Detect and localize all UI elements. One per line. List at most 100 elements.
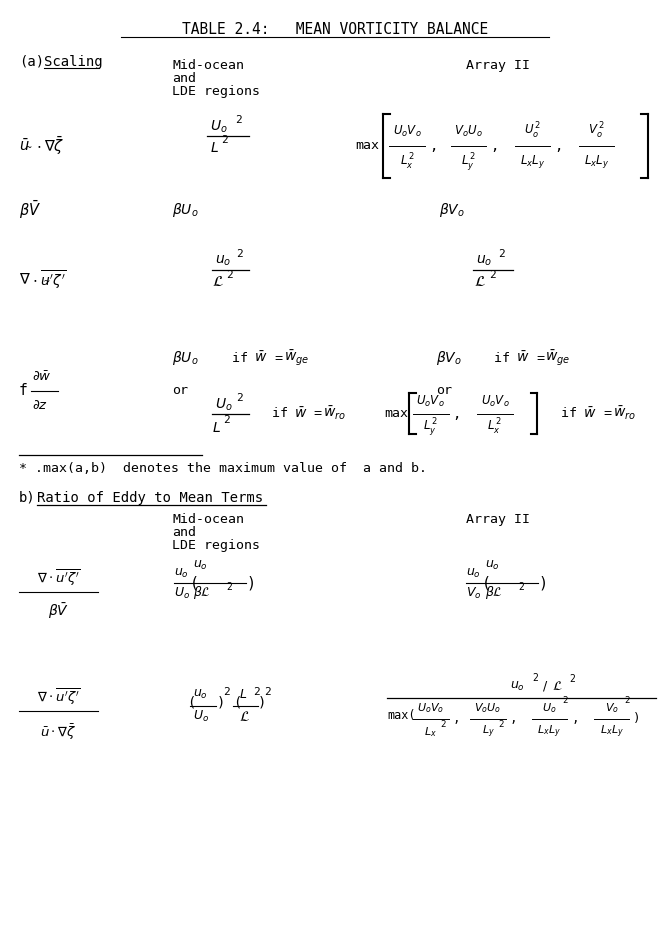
Text: $u_o$: $u_o$: [511, 680, 525, 693]
Text: b): b): [19, 491, 36, 505]
Text: $u_o$: $u_o$: [466, 566, 481, 580]
Text: $L$: $L$: [239, 687, 247, 701]
Text: * .max(a,b)  denotes the maximum value of  a and b.: * .max(a,b) denotes the maximum value of…: [19, 462, 427, 474]
Text: 2: 2: [489, 269, 496, 280]
Text: $\bar{w}$: $\bar{w}$: [583, 407, 596, 421]
Text: $L_y^{\,2}$: $L_y^{\,2}$: [423, 416, 438, 439]
Text: $\mathcal{L}$: $\mathcal{L}$: [552, 680, 563, 693]
Text: or: or: [436, 385, 452, 397]
Text: $U_o$: $U_o$: [174, 585, 190, 601]
Text: $V_o$: $V_o$: [466, 585, 482, 601]
Text: $\nabla$: $\nabla$: [19, 272, 31, 288]
Text: $\bar{u}\cdot\nabla\bar{\zeta}$: $\bar{u}\cdot\nabla\bar{\zeta}$: [40, 722, 76, 742]
Text: ,: ,: [554, 139, 563, 153]
Text: ,: ,: [510, 712, 517, 725]
Text: $\bar{w}$: $\bar{w}$: [516, 350, 529, 366]
Text: LDE regions: LDE regions: [172, 539, 260, 552]
Text: ): ): [216, 695, 225, 709]
Text: $U_oV_o$: $U_oV_o$: [417, 701, 444, 715]
Text: $L_x^{\,2}$: $L_x^{\,2}$: [399, 151, 415, 171]
Text: $L_xL_y$: $L_xL_y$: [600, 724, 624, 740]
Text: ,: ,: [452, 712, 460, 725]
Text: (a): (a): [19, 54, 44, 69]
Text: $\bar{w}_{ro}$: $\bar{w}_{ro}$: [612, 405, 636, 422]
Text: $\bar{u}$: $\bar{u}$: [19, 138, 29, 154]
Text: $\mathcal{L}$: $\mathcal{L}$: [212, 274, 224, 289]
Text: 2: 2: [498, 721, 503, 729]
Text: $L_xL_y$: $L_xL_y$: [584, 153, 609, 170]
Text: $L_y$: $L_y$: [482, 724, 494, 740]
Text: $\beta\mathcal{L}$: $\beta\mathcal{L}$: [485, 585, 503, 602]
Text: $U_o$: $U_o$: [193, 709, 209, 724]
Text: $\beta\bar{V}$: $\beta\bar{V}$: [19, 199, 41, 222]
Text: $\mathcal{L}$: $\mathcal{L}$: [474, 274, 486, 289]
Text: 2: 2: [624, 696, 630, 704]
Text: $\cdot$: $\cdot$: [31, 272, 37, 288]
Text: $\beta V_o$: $\beta V_o$: [436, 349, 462, 367]
Text: $u_o$: $u_o$: [485, 559, 500, 572]
Text: $\nabla\cdot\overline{u^{\prime}\zeta^{\prime}}$: $\nabla\cdot\overline{u^{\prime}\zeta^{\…: [37, 686, 80, 706]
Text: Ratio of Eddy to Mean Terms: Ratio of Eddy to Mean Terms: [37, 491, 263, 505]
Text: $L$: $L$: [210, 141, 218, 155]
Text: 2: 2: [237, 249, 243, 259]
Text: $\bar{w}_{ge}$: $\bar{w}_{ge}$: [283, 348, 309, 367]
Text: (: (: [482, 576, 491, 590]
Text: TABLE 2.4:   MEAN VORTICITY BALANCE: TABLE 2.4: MEAN VORTICITY BALANCE: [182, 23, 488, 37]
Text: $U_o$: $U_o$: [210, 119, 227, 135]
Text: $u_o$: $u_o$: [476, 253, 492, 268]
Text: $L_x$: $L_x$: [424, 724, 438, 739]
Text: $\nabla\bar{\zeta}$: $\nabla\bar{\zeta}$: [44, 135, 64, 157]
Text: ~: ~: [26, 143, 31, 153]
Text: $U_o$: $U_o$: [542, 701, 557, 715]
Text: $L$: $L$: [212, 422, 220, 435]
Text: 2: 2: [441, 721, 446, 729]
Text: $L_y^{\,2}$: $L_y^{\,2}$: [461, 150, 476, 172]
Text: ~: ~: [44, 277, 50, 287]
Text: $L_x^{\,2}$: $L_x^{\,2}$: [487, 417, 502, 438]
Text: $\beta\mathcal{L}$: $\beta\mathcal{L}$: [193, 585, 211, 602]
Text: 2: 2: [519, 582, 525, 592]
Text: $u_o$: $u_o$: [214, 253, 231, 268]
Text: $u_o$: $u_o$: [193, 687, 208, 701]
Text: $u_o$: $u_o$: [193, 559, 208, 572]
Text: $\partial z$: $\partial z$: [31, 399, 48, 412]
Text: ): ): [633, 712, 641, 725]
Text: 2: 2: [533, 673, 539, 684]
Text: $\bar{w}_{ro}$: $\bar{w}_{ro}$: [323, 405, 346, 422]
Text: 2: 2: [226, 582, 232, 592]
Text: =: =: [529, 351, 553, 365]
Text: if: if: [478, 351, 526, 365]
Text: $V_o$: $V_o$: [604, 701, 618, 715]
Text: (: (: [187, 695, 195, 709]
Text: Mid-ocean: Mid-ocean: [172, 59, 244, 72]
Text: 2: 2: [237, 392, 243, 403]
Text: $\overline{u^{\prime}\zeta^{\prime}}$: $\overline{u^{\prime}\zeta^{\prime}}$: [40, 268, 66, 291]
Text: if: if: [256, 407, 304, 420]
Text: $U_oV_o$: $U_oV_o$: [417, 394, 445, 409]
Text: 2: 2: [226, 269, 233, 280]
Text: =: =: [306, 407, 330, 420]
Text: max: max: [385, 407, 409, 420]
Text: and: and: [172, 526, 196, 539]
Text: 2: 2: [235, 115, 242, 125]
Text: 2: 2: [223, 415, 230, 426]
Text: $L_xL_y$: $L_xL_y$: [520, 153, 545, 170]
Text: and: and: [172, 72, 196, 85]
Text: ): ): [246, 576, 255, 590]
Text: =: =: [267, 351, 291, 365]
Text: $u_o$: $u_o$: [174, 566, 189, 580]
Text: Array II: Array II: [466, 513, 531, 526]
Text: LDE regions: LDE regions: [172, 85, 260, 98]
Text: ,: ,: [452, 407, 461, 421]
Text: $\mathcal{L}$: $\mathcal{L}$: [239, 710, 251, 724]
Text: (: (: [190, 576, 199, 590]
Text: $\partial\bar{w}$: $\partial\bar{w}$: [31, 370, 52, 384]
Text: if: if: [545, 407, 594, 420]
Text: 2: 2: [264, 687, 271, 697]
Text: $/$: $/$: [543, 679, 549, 693]
Text: $\beta U_o$: $\beta U_o$: [172, 201, 198, 219]
Text: $\bar{w}_{ge}$: $\bar{w}_{ge}$: [545, 348, 571, 367]
Text: 2: 2: [221, 135, 228, 145]
Text: $\cdot$: $\cdot$: [36, 139, 41, 153]
Text: Mid-ocean: Mid-ocean: [172, 513, 244, 526]
